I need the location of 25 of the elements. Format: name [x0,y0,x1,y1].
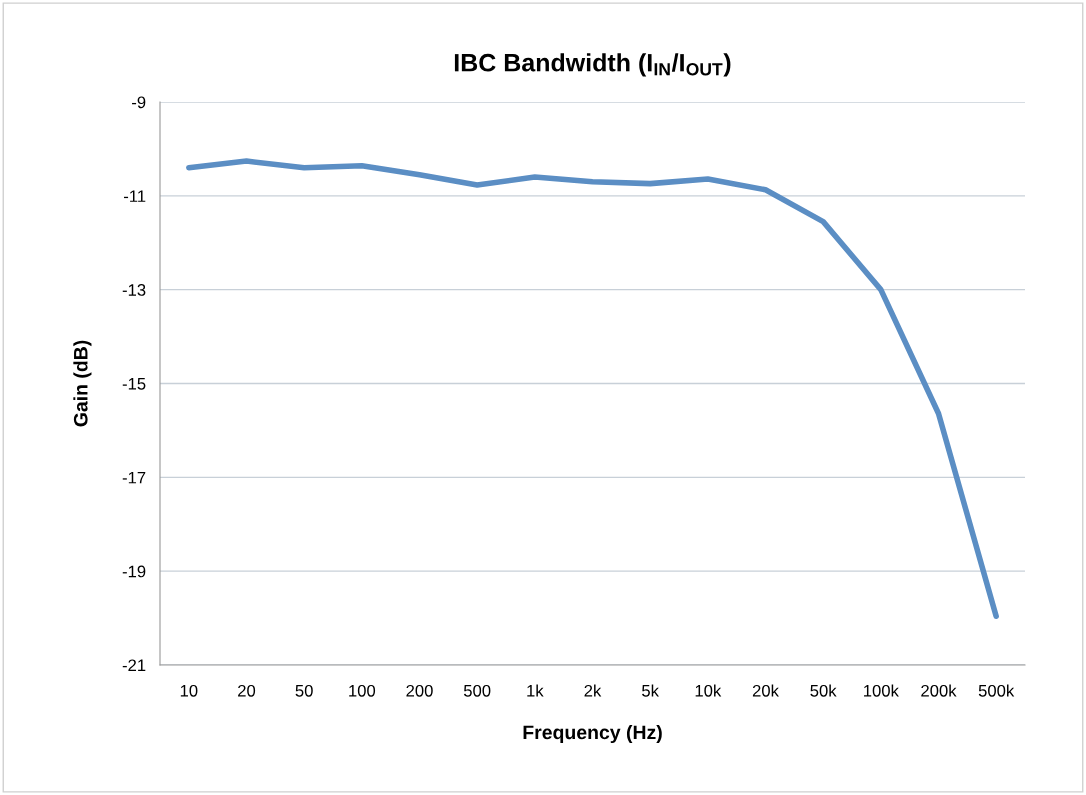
y-tick-label: -9 [132,96,146,109]
y-axis-title: Gain (dB) [73,340,92,427]
x-tick-label: 20 [238,684,256,697]
y-tick-label: -13 [122,284,146,296]
y-tick-label: -21 [122,659,146,672]
x-tick-label: 5k [642,684,659,697]
x-tick-label: 200 [406,684,433,697]
x-tick-label: 10 [180,684,198,697]
x-tick-label: 500k [978,684,1015,697]
y-tick-label: -17 [122,471,146,484]
x-tick-label: 100 [349,684,376,697]
x-tick-label: 10k [695,684,722,697]
y-tick-label: -19 [122,565,146,578]
x-axis-title: Frequency (Hz) [523,724,662,744]
x-tick-label: 100k [864,684,899,697]
x-tick-label: 20k [752,684,779,697]
y-tick-label: -15 [122,378,146,390]
y-tick-label: -11 [123,190,146,202]
x-tick-label: 50k [810,684,837,697]
x-tick-label: 1k [527,684,544,697]
x-tick-label: 50 [295,684,313,697]
x-tick-label: 200k [921,684,957,697]
chart-title: IBC Bandwidth (I$_{IN}$/I$_{OUT}$) [454,53,731,77]
x-tick-label: 500 [463,684,491,697]
x-tick-label: 2k [584,684,602,697]
